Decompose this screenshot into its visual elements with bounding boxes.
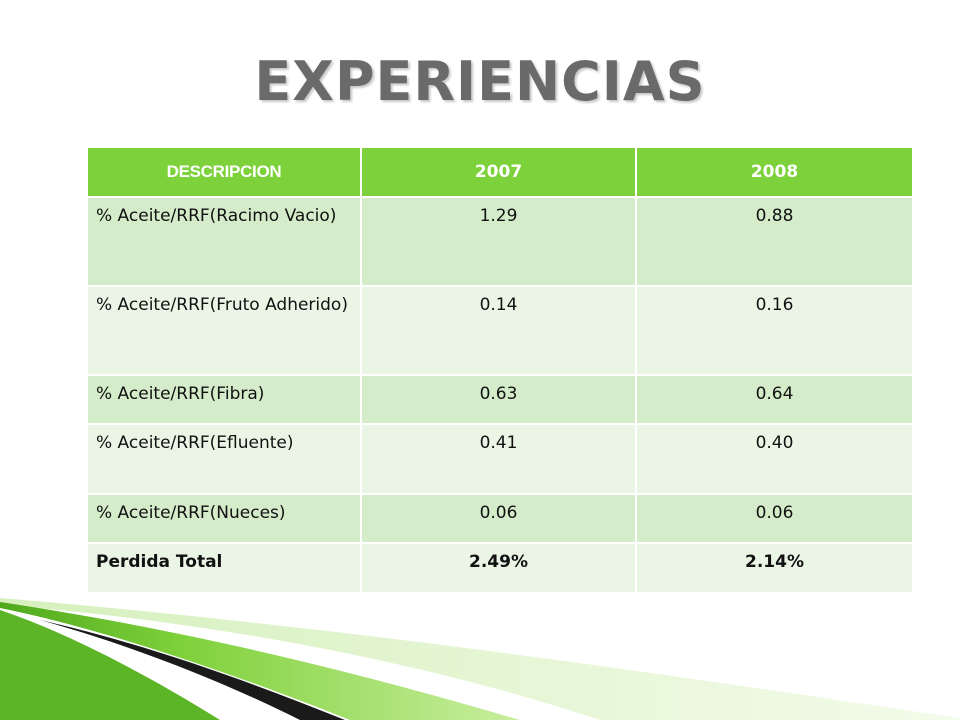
row-value-2008: 0.06	[636, 493, 912, 543]
header-descripcion: DESCRIPCION	[88, 148, 362, 197]
total-value-2008: 2.14%	[636, 542, 912, 592]
table-row: % Aceite/RRF(Fruto Adherido) 0.14 0.16	[88, 285, 912, 375]
row-value-2007: 0.63	[361, 374, 637, 424]
row-value-2007: 0.41	[361, 423, 637, 494]
header-2008: 2008	[636, 148, 912, 197]
row-description: % Aceite/RRF(Fibra)	[88, 374, 362, 424]
row-value-2008: 0.16	[636, 285, 912, 375]
row-value-2008: 0.64	[636, 374, 912, 424]
row-description: % Aceite/RRF(Efluente)	[88, 423, 362, 494]
decorative-swoosh	[0, 598, 960, 720]
table-row: % Aceite/RRF(Efluente) 0.41 0.40	[88, 423, 912, 494]
total-value-2007: 2.49%	[361, 542, 637, 592]
table-row: % Aceite/RRF(Fibra) 0.63 0.64	[88, 374, 912, 424]
table-row: % Aceite/RRF(Racimo Vacio) 1.29 0.88	[88, 196, 912, 286]
table-row: % Aceite/RRF(Nueces) 0.06 0.06	[88, 493, 912, 543]
row-description: % Aceite/RRF(Racimo Vacio)	[88, 196, 362, 286]
row-description: % Aceite/RRF(Nueces)	[88, 493, 362, 543]
row-value-2007: 1.29	[361, 196, 637, 286]
header-2007: 2007	[361, 148, 637, 197]
row-value-2007: 0.06	[361, 493, 637, 543]
row-value-2008: 0.40	[636, 423, 912, 494]
table-header-row: DESCRIPCION 2007 2008	[88, 148, 912, 197]
row-value-2008: 0.88	[636, 196, 912, 286]
total-label: Perdida Total	[88, 542, 362, 592]
loss-table: DESCRIPCION 2007 2008 % Aceite/RRF(Racim…	[88, 148, 912, 592]
total-row: Perdida Total 2.49% 2.14%	[88, 542, 912, 592]
row-value-2007: 0.14	[361, 285, 637, 375]
slide-title: EXPERIENCIAS	[254, 50, 706, 113]
row-description: % Aceite/RRF(Fruto Adherido)	[88, 285, 362, 375]
